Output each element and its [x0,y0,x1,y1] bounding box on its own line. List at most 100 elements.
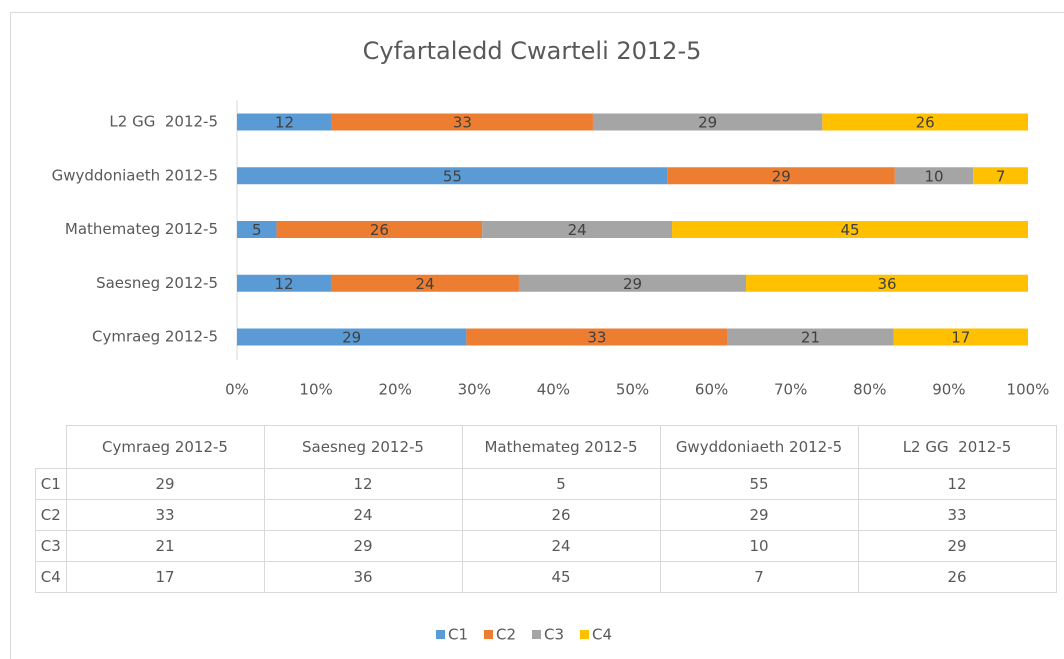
data-label: 5 [252,221,262,239]
table-cell: 7 [659,561,859,593]
table-row-header: C3 [35,530,67,562]
table-cell: 10 [659,530,859,562]
data-label: 55 [443,167,462,185]
legend-label: C2 [496,626,516,644]
table-column-header: Cymraeg 2012-5 [65,425,265,469]
bar-segment [822,113,1028,131]
legend-swatch [484,630,493,639]
table-cell: 55 [659,468,859,500]
data-label: 45 [840,221,859,239]
table-cell: 29 [263,530,463,562]
y-tick-label: Gwyddoniaeth 2012-5 [52,166,218,184]
legend-label: C3 [544,626,564,644]
table-cell: 5 [461,468,661,500]
data-table: Cymraeg 2012-5 Saesneg 2012-5 Mathemateg 2… [35,425,1057,593]
x-tick-label: 40% [537,381,570,399]
bar-segment [330,274,519,292]
table-column-header: Mathemateg 2012-5 [461,425,661,469]
bar-segment [237,328,467,346]
bar-segment [237,221,277,238]
x-tick-label: 100% [1007,381,1050,399]
data-label: 33 [453,114,472,132]
y-tick-label: Saesneg 2012-5 [96,274,218,292]
table-row-header: C4 [35,561,67,593]
table-cell: 26 [857,561,1057,593]
x-tick-label: 70% [774,381,807,399]
x-tick-label: 10% [299,381,332,399]
bar-segment [973,167,1028,185]
table-header-row: Cymraeg 2012-5 Saesneg 2012-5 Mathemateg 2… [35,425,1057,469]
bar-segment [894,167,974,185]
data-label: 29 [342,329,361,347]
table-cell: 29 [857,530,1057,562]
bar-segment [276,221,483,238]
data-label: 29 [698,114,717,132]
x-tick-label: 80% [853,381,886,399]
bar-segment [672,221,1028,238]
legend-label: C1 [448,626,468,644]
chart-border [10,12,1064,659]
bar-segment [237,274,331,292]
data-label: 29 [772,167,791,185]
table-column-header: Saesneg 2012-5 [263,425,463,469]
bar-segment [727,328,894,346]
table-column-header: L2 GG 2012-5 [857,425,1057,469]
y-tick-label: L2 GG 2012-5 [109,113,218,131]
x-tick-label: 60% [695,381,728,399]
bar-segment [466,328,728,346]
x-tick-label: 20% [379,381,412,399]
table-cell: 45 [461,561,661,593]
table-cell: 33 [857,499,1057,531]
table-row-header: C1 [35,468,67,500]
data-label: 12 [275,114,294,132]
data-label: 21 [801,329,820,347]
data-label: 7 [996,167,1006,185]
bar-segment [893,328,1028,346]
table-cell: 33 [65,499,265,531]
table-cell: 12 [857,468,1057,500]
chart-title: Cyfartaledd Cwarteli 2012-5 [363,37,702,65]
bar-segment [331,113,593,131]
table-row: C3 21 29 24 10 29 [35,530,1057,562]
table-cell: 24 [461,530,661,562]
bar-segment [667,167,895,185]
bar-segment [237,167,668,185]
table-cell: 29 [65,468,265,500]
x-tick-label: 30% [458,381,491,399]
y-tick-label: Mathemateg 2012-5 [65,220,218,238]
bar-segment [518,274,747,292]
data-label: 26 [916,114,935,132]
table-row: C4 17 36 45 7 26 [35,561,1057,593]
data-label: 10 [924,167,943,185]
bar-segment [746,274,1028,292]
x-tick-label: 0% [225,381,249,399]
table-cell: 36 [263,561,463,593]
table-row: C1 29 12 5 55 12 [35,468,1057,500]
table-cell: 12 [263,468,463,500]
data-label: 29 [623,275,642,293]
data-label: 12 [274,275,293,293]
data-label: 26 [370,221,389,239]
legend-swatch [532,630,541,639]
table-cell: 26 [461,499,661,531]
table-cell: 24 [263,499,463,531]
table-corner [35,425,67,469]
table-cell: 29 [659,499,859,531]
table-column-header: Gwyddoniaeth 2012-5 [659,425,859,469]
table-row-header: C2 [35,499,67,531]
legend-swatch [436,630,445,639]
data-label: 24 [568,221,587,239]
bar-segment [237,113,332,131]
data-label: 24 [415,275,434,293]
table-cell: 17 [65,561,265,593]
bar-segment [482,221,673,238]
table-cell: 21 [65,530,265,562]
data-label: 33 [587,329,606,347]
x-tick-label: 90% [932,381,965,399]
legend-swatch [580,630,589,639]
data-label: 17 [951,329,970,347]
bar-segment [592,113,823,131]
legend-label: C4 [592,626,612,644]
